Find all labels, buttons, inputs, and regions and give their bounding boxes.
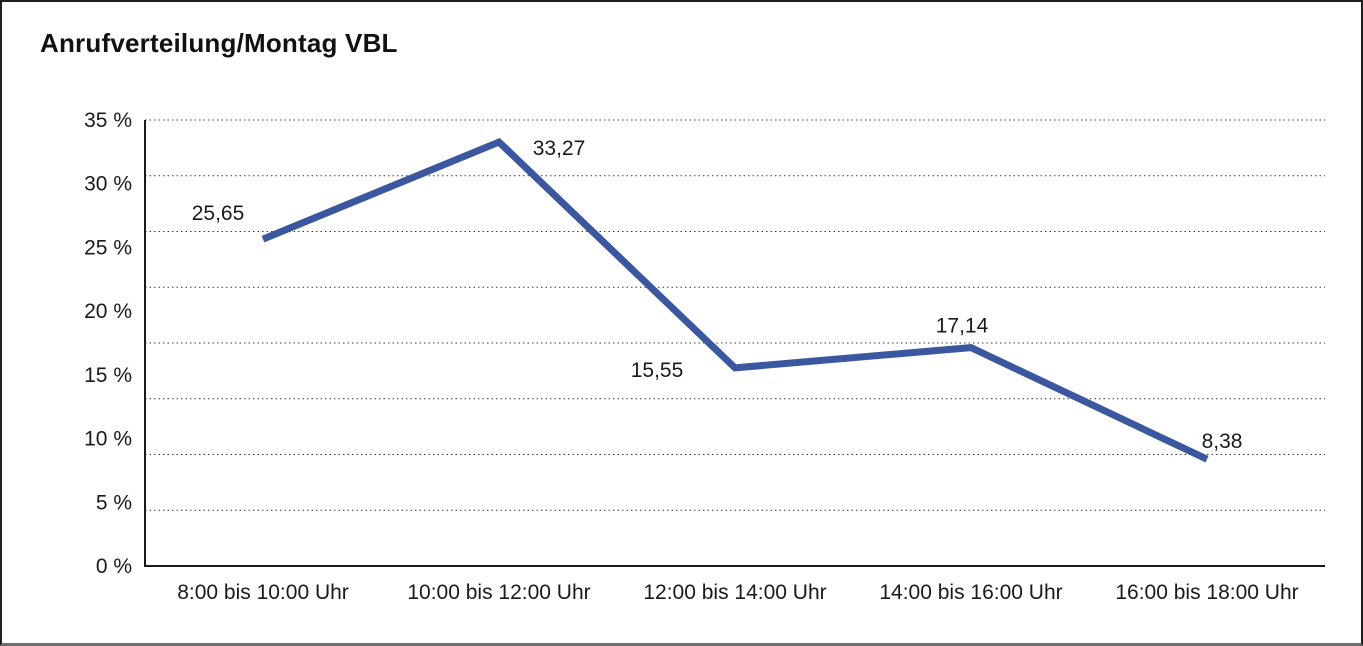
y-tick-label: 30 % xyxy=(84,173,132,196)
y-tick-label: 20 % xyxy=(84,300,132,323)
y-tick-label: 25 % xyxy=(84,236,132,259)
x-tick-label: 8:00 bis 10:00 Uhr xyxy=(177,581,349,604)
y-tick-label: 10 % xyxy=(84,428,132,451)
value-label: 8,38 xyxy=(1202,430,1243,453)
value-label: 17,14 xyxy=(936,315,989,338)
x-tick-label: 14:00 bis 16:00 Uhr xyxy=(879,581,1062,604)
y-tick-label: 15 % xyxy=(84,364,132,387)
chart-title: Anrufverteilung/Montag VBL xyxy=(40,28,398,58)
series-line xyxy=(261,137,1209,463)
value-label: 33,27 xyxy=(533,137,586,160)
x-tick-label: 16:00 bis 18:00 Uhr xyxy=(1115,581,1298,604)
y-tick-label: 5 % xyxy=(96,491,132,514)
x-tick-label: 10:00 bis 12:00 Uhr xyxy=(407,581,590,604)
y-tick-label: 0 % xyxy=(96,555,132,578)
x-tick-label: 12:00 bis 14:00 Uhr xyxy=(643,581,826,604)
value-label: 15,55 xyxy=(631,359,684,382)
y-tick-label: 35 % xyxy=(84,109,132,132)
value-label: 25,65 xyxy=(192,202,245,225)
